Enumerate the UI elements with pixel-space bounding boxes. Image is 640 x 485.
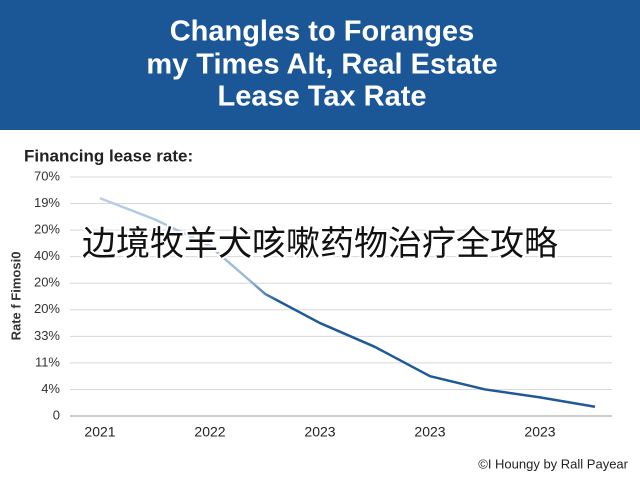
- y-tick-label: 40%: [34, 248, 60, 263]
- y-tick-label: 20%: [34, 301, 60, 316]
- x-tick-label: 2023: [414, 424, 445, 440]
- overlay-annotation: 边境牧羊犬咳嗽药物治疗全攻略: [82, 225, 558, 263]
- footer: ©I Houngy by Rall Payear: [478, 456, 628, 471]
- y-tick-label: 20%: [34, 275, 60, 290]
- y-tick-label: 20%: [34, 222, 60, 237]
- y-tick-label: 11%: [35, 354, 60, 369]
- y-tick-label: 0: [53, 407, 60, 422]
- plot-area: 0 4% 11% 33% 20% 20% 40% 20% 19% 70% 2021 2022 2023 2…: [34, 168, 612, 440]
- x-tick-label: 2021: [84, 424, 115, 440]
- title-line: Lease Tax Rate: [217, 81, 426, 113]
- y-tick-label: 4%: [41, 381, 60, 396]
- subtitle: Financing lease rate:: [24, 146, 193, 165]
- x-tick-label: 2023: [304, 424, 335, 440]
- y-tick-label: 19%: [34, 195, 60, 210]
- title-line: Changles to Foranges: [170, 16, 475, 48]
- x-tick-label: 2023: [524, 424, 555, 440]
- y-tick-label: 33%: [34, 328, 60, 343]
- title-line: my Times Alt, Real Estate: [146, 49, 497, 81]
- data-line: [99, 197, 596, 408]
- y-tick-label: 70%: [34, 168, 60, 183]
- y-axis-label: Rate f Fimosi0: [8, 252, 23, 341]
- x-tick-label: 2022: [194, 424, 225, 440]
- title-banner: [0, 0, 640, 130]
